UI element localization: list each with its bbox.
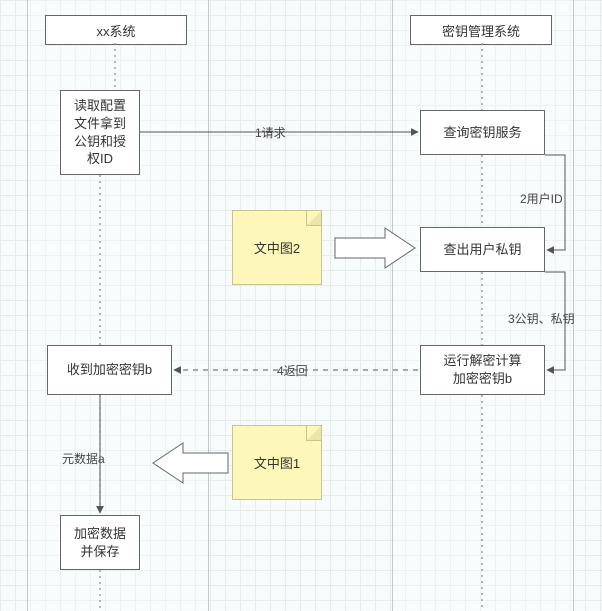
edge-label-4: 4返回 — [277, 362, 308, 379]
note-fig2: 文中图2 — [232, 210, 322, 285]
node-recv: 收到加密密钥b — [47, 345, 172, 395]
node-query: 查询密钥服务 — [420, 110, 545, 155]
lane-right-title: 密钥管理系统 — [410, 15, 552, 45]
node-userkey: 查出用户私钥 — [420, 227, 545, 272]
edge-label-5: 元数据a — [62, 450, 105, 467]
lane-left-title: xx系统 — [45, 15, 187, 45]
lane-right — [392, 0, 574, 611]
node-encsave: 加密数据并保存 — [60, 515, 140, 570]
node-decrypt: 运行解密计算加密密钥b — [420, 345, 545, 395]
edge-label-3: 3公钥、私钥 — [508, 310, 575, 327]
edge-label-2: 2用户ID — [520, 190, 563, 207]
node-readcfg: 读取配置文件拿到公钥和授权ID — [60, 90, 140, 175]
edge-label-1: 1请求 — [255, 124, 286, 141]
note-fig1: 文中图1 — [232, 425, 322, 500]
